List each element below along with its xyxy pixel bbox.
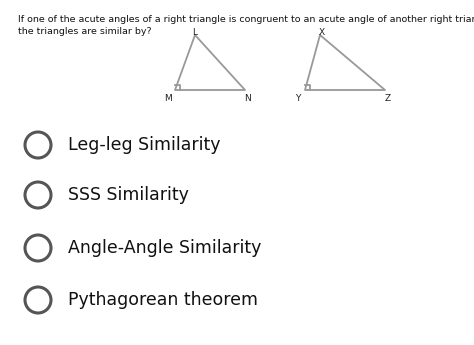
Text: M: M bbox=[164, 94, 172, 103]
Text: Leg-leg Similarity: Leg-leg Similarity bbox=[68, 136, 220, 154]
Text: SSS Similarity: SSS Similarity bbox=[68, 186, 189, 204]
Text: X: X bbox=[319, 28, 325, 37]
Text: If one of the acute angles of a right triangle is congruent to an acute angle of: If one of the acute angles of a right tr… bbox=[18, 15, 474, 24]
Text: Angle-Angle Similarity: Angle-Angle Similarity bbox=[68, 239, 261, 257]
Text: Pythagorean theorem: Pythagorean theorem bbox=[68, 291, 258, 309]
Text: the triangles are similar by?: the triangles are similar by? bbox=[18, 27, 152, 36]
Text: Z: Z bbox=[385, 94, 391, 103]
Text: N: N bbox=[245, 94, 251, 103]
Text: Y: Y bbox=[295, 94, 301, 103]
Text: L: L bbox=[192, 28, 198, 37]
